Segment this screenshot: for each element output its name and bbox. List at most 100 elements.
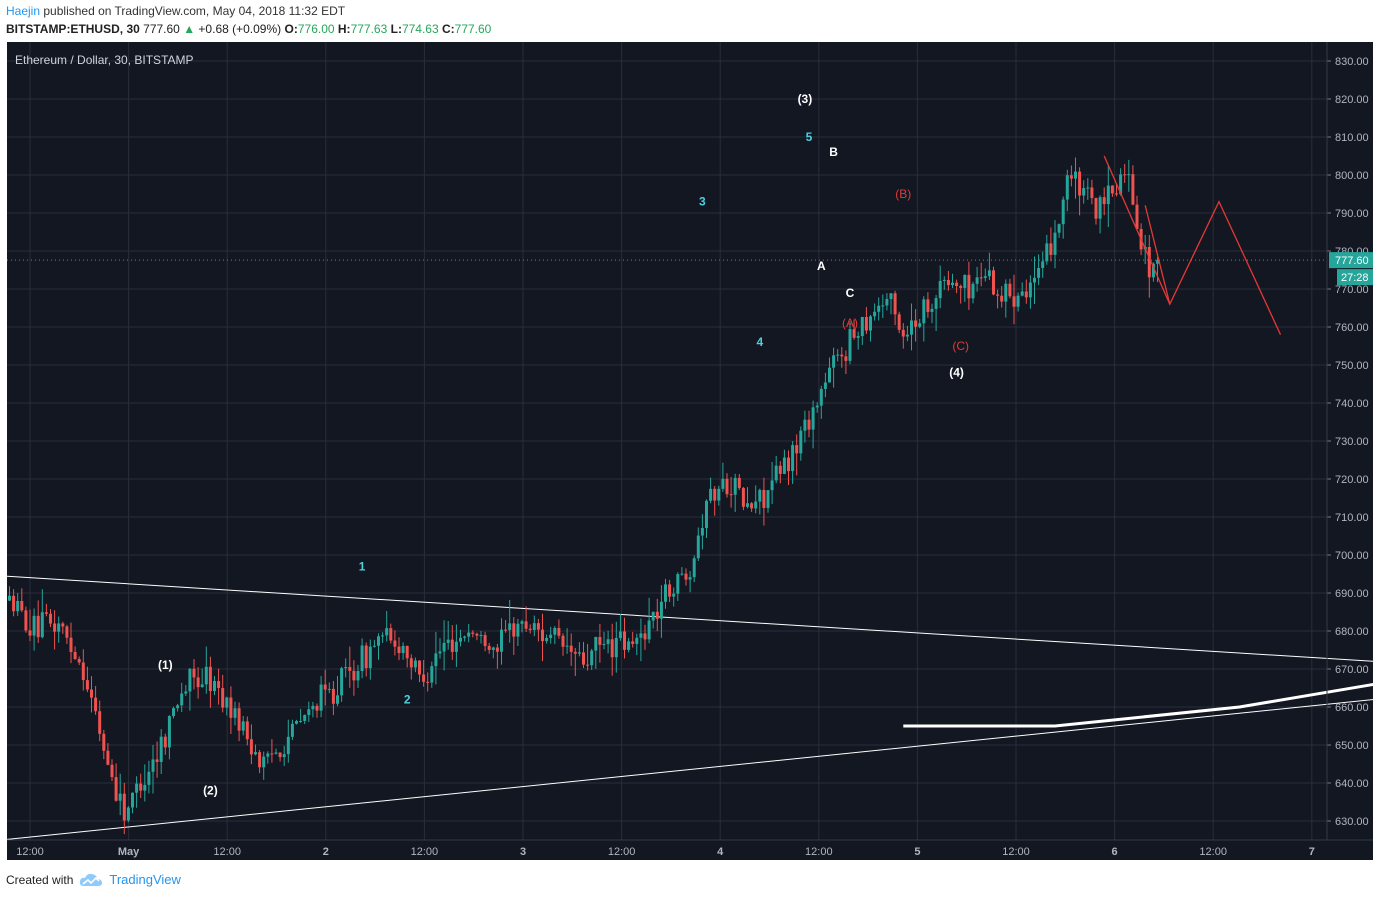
candle-body — [372, 645, 376, 647]
chart-container[interactable]: 1 2 3 4 5 (1) (2) (3) (4) A B C (A) (B) (C) 830.00 820.… — [0, 42, 1380, 865]
candle-body — [1004, 283, 1008, 302]
time-tick-label: 3 — [520, 846, 526, 858]
price-tick-label: 690.00 — [1335, 588, 1369, 600]
candle-body — [992, 270, 995, 295]
candle-body — [975, 277, 979, 284]
candle-body — [914, 320, 918, 327]
candle-body — [393, 640, 397, 647]
candle-body — [676, 574, 680, 594]
candle-body — [94, 697, 98, 712]
candle-body — [20, 600, 24, 611]
bold-curve — [903, 682, 1376, 728]
candle-body — [901, 329, 905, 337]
candle-body — [1102, 197, 1106, 205]
candle-body — [528, 628, 532, 630]
candle-body — [758, 489, 762, 502]
candle-body — [893, 293, 897, 315]
candle-body — [586, 664, 590, 666]
candle-body — [356, 671, 360, 681]
candle-body — [225, 697, 229, 708]
candle-body — [348, 667, 352, 671]
candle-body — [352, 670, 356, 681]
candle-body — [684, 573, 688, 580]
candle-body — [668, 584, 672, 597]
candle-body — [623, 631, 626, 650]
candle-body — [471, 632, 475, 634]
price-tick-label: 640.00 — [1335, 778, 1369, 790]
price-tick-label: 790.00 — [1335, 208, 1369, 220]
published-text: published on TradingView.com, May 04, 20… — [43, 4, 346, 18]
candle-body — [647, 620, 651, 640]
tradingview-brand-link[interactable]: TradingView — [109, 872, 181, 887]
candle-body — [147, 771, 151, 785]
candle-body — [951, 282, 954, 286]
candle-body — [1037, 267, 1041, 278]
candle-body — [828, 367, 831, 383]
footer: Created with TradingView — [6, 872, 181, 887]
price-axis[interactable] — [1327, 42, 1373, 840]
candle-body — [442, 642, 446, 652]
candle-body — [930, 308, 934, 312]
candle-body — [549, 634, 553, 638]
candle-body — [340, 668, 344, 696]
last-price: 777.60 — [143, 22, 180, 36]
candle-body — [602, 644, 606, 646]
candle-body — [434, 653, 438, 667]
time-axis[interactable] — [7, 840, 1373, 860]
low-label: L: — [390, 22, 402, 36]
candle-body — [565, 645, 569, 647]
candle-body — [741, 487, 745, 507]
candle-body — [651, 611, 655, 621]
high-label: H: — [337, 22, 351, 36]
candle-body — [1086, 187, 1090, 189]
candle-body — [65, 626, 69, 638]
candle-body — [389, 628, 393, 641]
candle-body — [32, 615, 36, 636]
wave-label: B — [829, 145, 838, 159]
candle-body — [955, 282, 959, 286]
candle-body — [655, 611, 659, 619]
wave-label: 4 — [756, 335, 763, 349]
candle-body — [98, 711, 102, 734]
time-tick-label: 7 — [1309, 846, 1315, 858]
candle-body — [971, 283, 975, 299]
candle-body — [856, 336, 860, 338]
last-price-badge-label: 777.60 — [1335, 255, 1369, 267]
price-tick-label: 700.00 — [1335, 550, 1369, 562]
candle-body — [844, 356, 848, 361]
candle-body — [102, 733, 106, 751]
candle-body — [688, 577, 692, 580]
price-badges: 777.60 27:28 — [7, 252, 1373, 286]
candle-body — [483, 635, 487, 646]
candle-body — [713, 488, 717, 501]
candle-body — [184, 691, 188, 694]
candle-body — [44, 612, 48, 614]
candle-body — [545, 637, 549, 642]
candle-body — [188, 668, 192, 692]
price-tick-label: 660.00 — [1335, 702, 1369, 714]
candle-body — [1008, 283, 1012, 297]
candle-body — [922, 299, 926, 324]
candle-body — [151, 759, 155, 772]
candle-body — [418, 660, 421, 675]
candle-body — [1069, 175, 1073, 179]
candle-body — [57, 623, 61, 632]
candle-body — [795, 445, 799, 454]
candle-body — [85, 680, 89, 690]
price-chart[interactable]: 1 2 3 4 5 (1) (2) (3) (4) A B C (A) (B) (C) 830.00 820.… — [0, 42, 1380, 865]
candle-body — [467, 632, 471, 637]
candle-body — [569, 645, 573, 652]
candle-body — [254, 752, 257, 755]
candle-body — [536, 623, 540, 630]
candle-body — [778, 465, 782, 474]
price-tick-label: 750.00 — [1335, 360, 1369, 372]
candle-body — [774, 465, 778, 481]
candle-body — [131, 792, 134, 808]
candle-body — [204, 666, 208, 685]
candle-body — [1147, 246, 1151, 278]
candle-body — [832, 355, 836, 368]
candle-body — [217, 681, 221, 689]
candle-body — [208, 666, 212, 692]
author-link[interactable]: Haejin — [6, 4, 41, 18]
candle-body — [700, 528, 704, 536]
